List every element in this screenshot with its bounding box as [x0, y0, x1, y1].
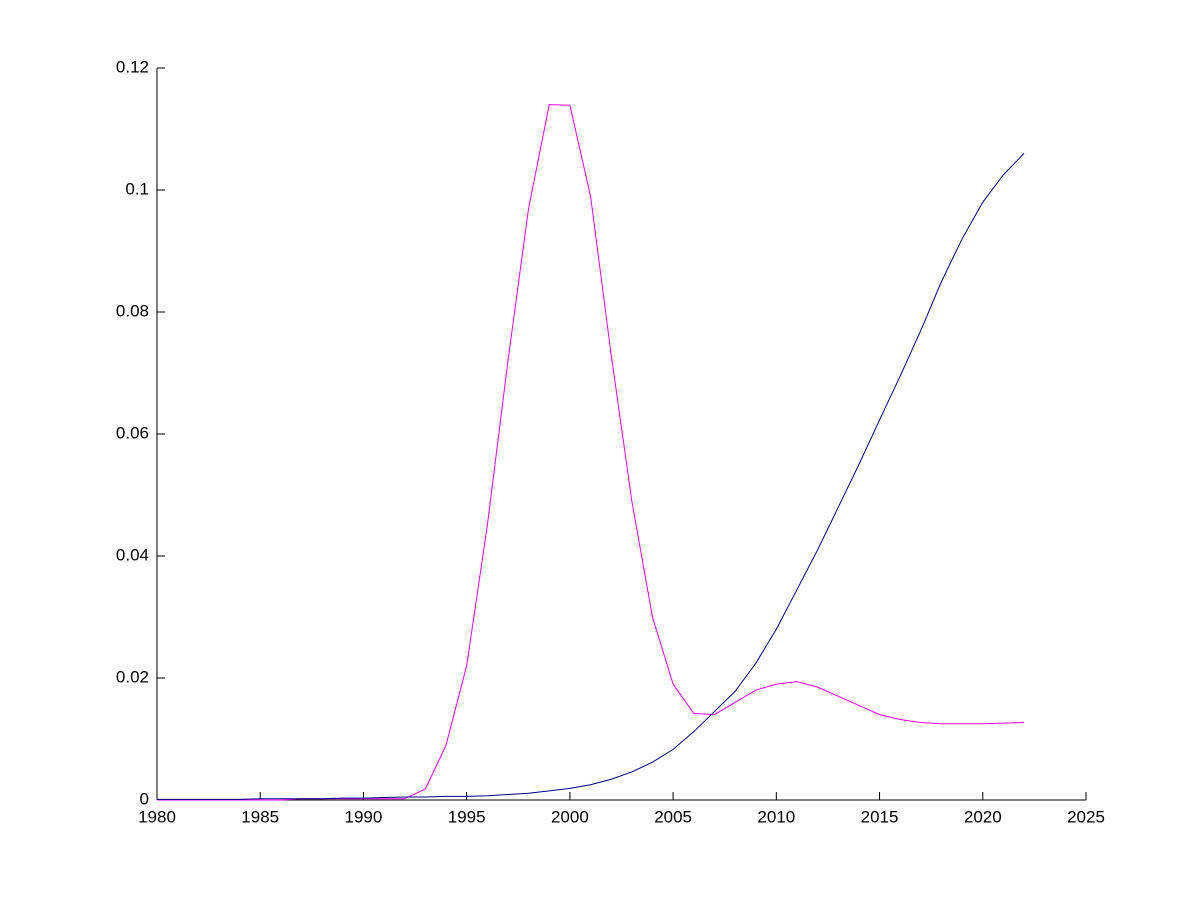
series-line — [157, 153, 1025, 800]
y-tick-label: 0.02 — [116, 667, 149, 686]
x-tick-label: 2000 — [551, 807, 589, 826]
y-tick-label: 0.04 — [116, 545, 149, 564]
x-tick-label: 1990 — [345, 807, 383, 826]
y-tick-label: 0.08 — [116, 301, 149, 320]
x-tick-label: 2015 — [861, 807, 899, 826]
x-tick-label: 1985 — [241, 807, 279, 826]
x-tick-label: 1980 — [138, 807, 176, 826]
series-line — [157, 104, 1025, 801]
y-tick-label: 0 — [140, 789, 149, 808]
x-tick-label: 2005 — [654, 807, 692, 826]
y-tick-label: 0.06 — [116, 423, 149, 442]
x-tick-label: 2020 — [964, 807, 1002, 826]
x-tick-label: 2025 — [1067, 807, 1105, 826]
y-tick-label: 0.1 — [125, 179, 149, 198]
x-tick-label: 2010 — [757, 807, 795, 826]
x-tick-label: 1995 — [448, 807, 486, 826]
y-tick-label: 0.12 — [116, 57, 149, 76]
